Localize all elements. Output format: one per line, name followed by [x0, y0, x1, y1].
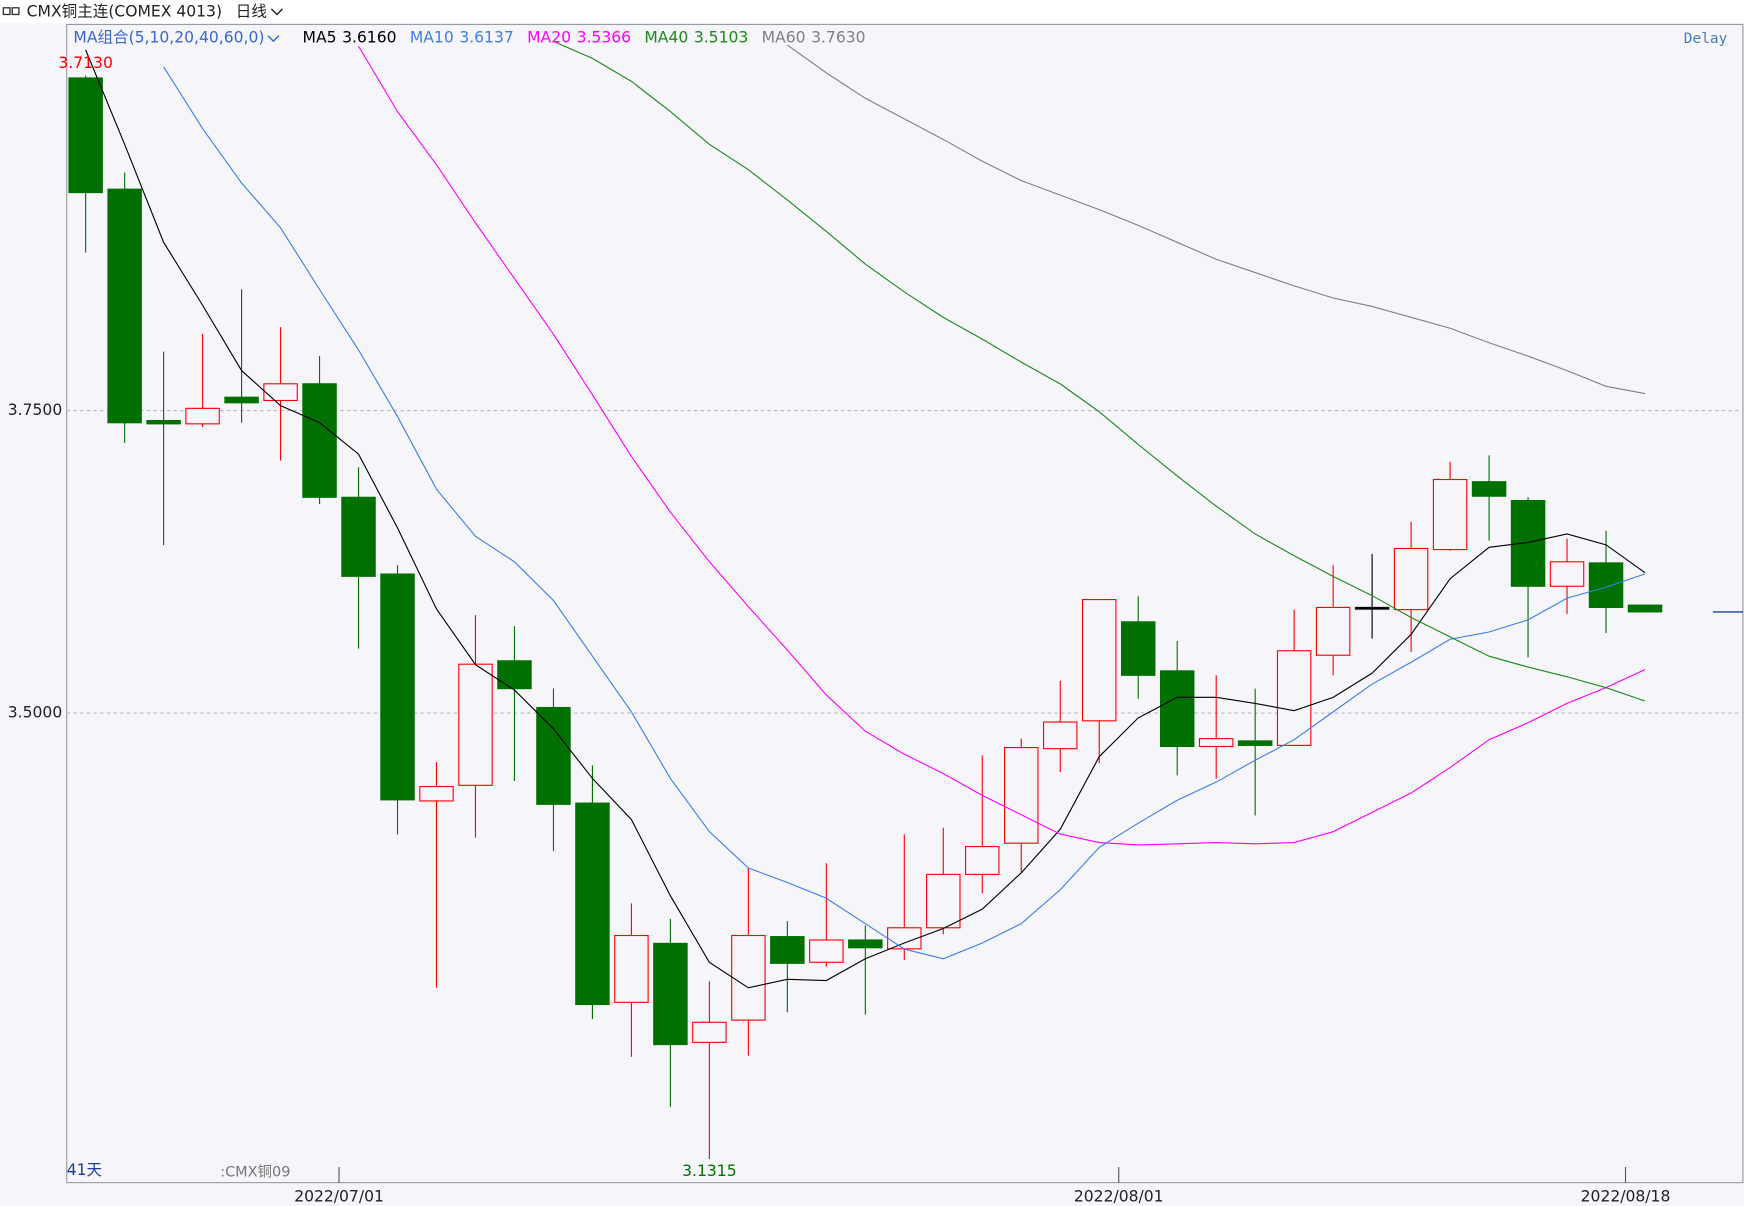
min-annotation: 3.1315 — [682, 1162, 736, 1180]
plot-frame — [66, 23, 1744, 1184]
candle-body — [1432, 478, 1468, 551]
x-tick-label: 2022/07/01 — [294, 1188, 384, 1206]
legend-name: MA60 — [762, 28, 806, 46]
header-bar — [0, 0, 1744, 24]
legend-name: MA10 — [410, 28, 454, 46]
delay-label: Delay — [1684, 31, 1728, 47]
legend-name: MA20 — [527, 28, 571, 46]
candle-body — [146, 420, 181, 425]
candle-body — [1159, 670, 1195, 748]
candle-body — [1198, 738, 1234, 748]
candle-body — [614, 934, 649, 1003]
candle-body — [809, 939, 844, 963]
ma-line — [553, 40, 1646, 702]
ma-group-label[interactable]: MA组合(5,10,20,40,60,0) — [73, 28, 264, 46]
candle-body — [731, 934, 766, 1021]
period-selector[interactable]: 日线 — [236, 3, 267, 21]
legend-value: 3.6137 — [459, 28, 513, 46]
y-tick-label: 3.7500 — [8, 401, 62, 419]
candle-body — [1043, 721, 1078, 750]
ma-line — [358, 45, 1646, 846]
candle-body — [848, 939, 883, 949]
chart-title: CMX铜主连(COMEX 4013) — [27, 3, 222, 21]
candle-body — [926, 873, 961, 929]
max-annotation: 3.7130 — [58, 54, 112, 72]
legend-name: MA40 — [644, 28, 688, 46]
legend-value: 3.5103 — [694, 28, 748, 46]
candle-body — [341, 496, 376, 577]
candle-body — [1237, 740, 1273, 746]
x-tick-label: 2022/08/01 — [1074, 1188, 1164, 1206]
candle-body — [1354, 606, 1390, 610]
x-tick-label: 2022/08/18 — [1581, 1188, 1671, 1206]
dropdown-chevron — [267, 35, 280, 43]
candle-body — [1004, 747, 1039, 844]
candle-body — [1471, 481, 1507, 497]
candle-body — [653, 942, 688, 1046]
candle-body — [575, 802, 610, 1006]
ma-line — [85, 49, 1646, 989]
candle-body — [1627, 604, 1663, 613]
ma-line — [163, 66, 1646, 960]
candle-body — [419, 785, 454, 802]
candle-body — [536, 706, 571, 805]
candle-body — [1393, 547, 1429, 611]
candles — [68, 75, 1663, 1160]
candle-body — [68, 77, 103, 194]
candle-body — [263, 383, 298, 402]
candle-body — [458, 663, 493, 786]
candle-body — [1081, 599, 1117, 722]
candle-body — [380, 573, 415, 801]
legend-value: 3.6160 — [342, 28, 396, 46]
legend-value: 3.7630 — [811, 28, 865, 46]
y-tick-label: 3.5000 — [8, 704, 62, 722]
candle-body — [1588, 562, 1624, 608]
candle-body — [224, 396, 259, 404]
candle-body — [1276, 650, 1312, 746]
candle-body — [1315, 606, 1351, 656]
candle-body — [965, 846, 1000, 875]
legend-name: MA5 — [303, 28, 337, 46]
candle-body — [185, 407, 220, 425]
day-count: 41天 — [67, 1161, 103, 1179]
candle-body — [1549, 561, 1585, 587]
candle-body — [497, 660, 532, 690]
candle-body — [302, 383, 337, 498]
candle-body — [692, 1021, 727, 1043]
header-icon — [2, 7, 20, 16]
candle-body — [1120, 621, 1156, 676]
candle-body — [107, 188, 142, 424]
dropdown-chevron — [270, 8, 284, 16]
ma-line — [787, 44, 1646, 395]
candle-body — [770, 936, 805, 964]
contract-label: :CMX铜09 — [220, 1164, 290, 1181]
legend-value: 3.5366 — [577, 28, 631, 46]
